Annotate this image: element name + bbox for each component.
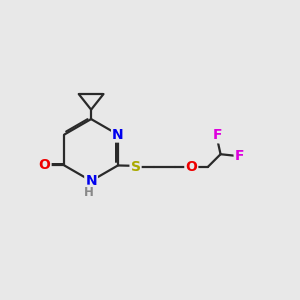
Text: O: O (185, 160, 197, 174)
Text: F: F (235, 149, 244, 163)
Text: S: S (130, 160, 141, 174)
Text: H: H (84, 186, 94, 199)
Text: N: N (85, 174, 97, 188)
Text: F: F (212, 128, 222, 142)
Text: N: N (112, 128, 124, 142)
Text: O: O (39, 158, 50, 172)
